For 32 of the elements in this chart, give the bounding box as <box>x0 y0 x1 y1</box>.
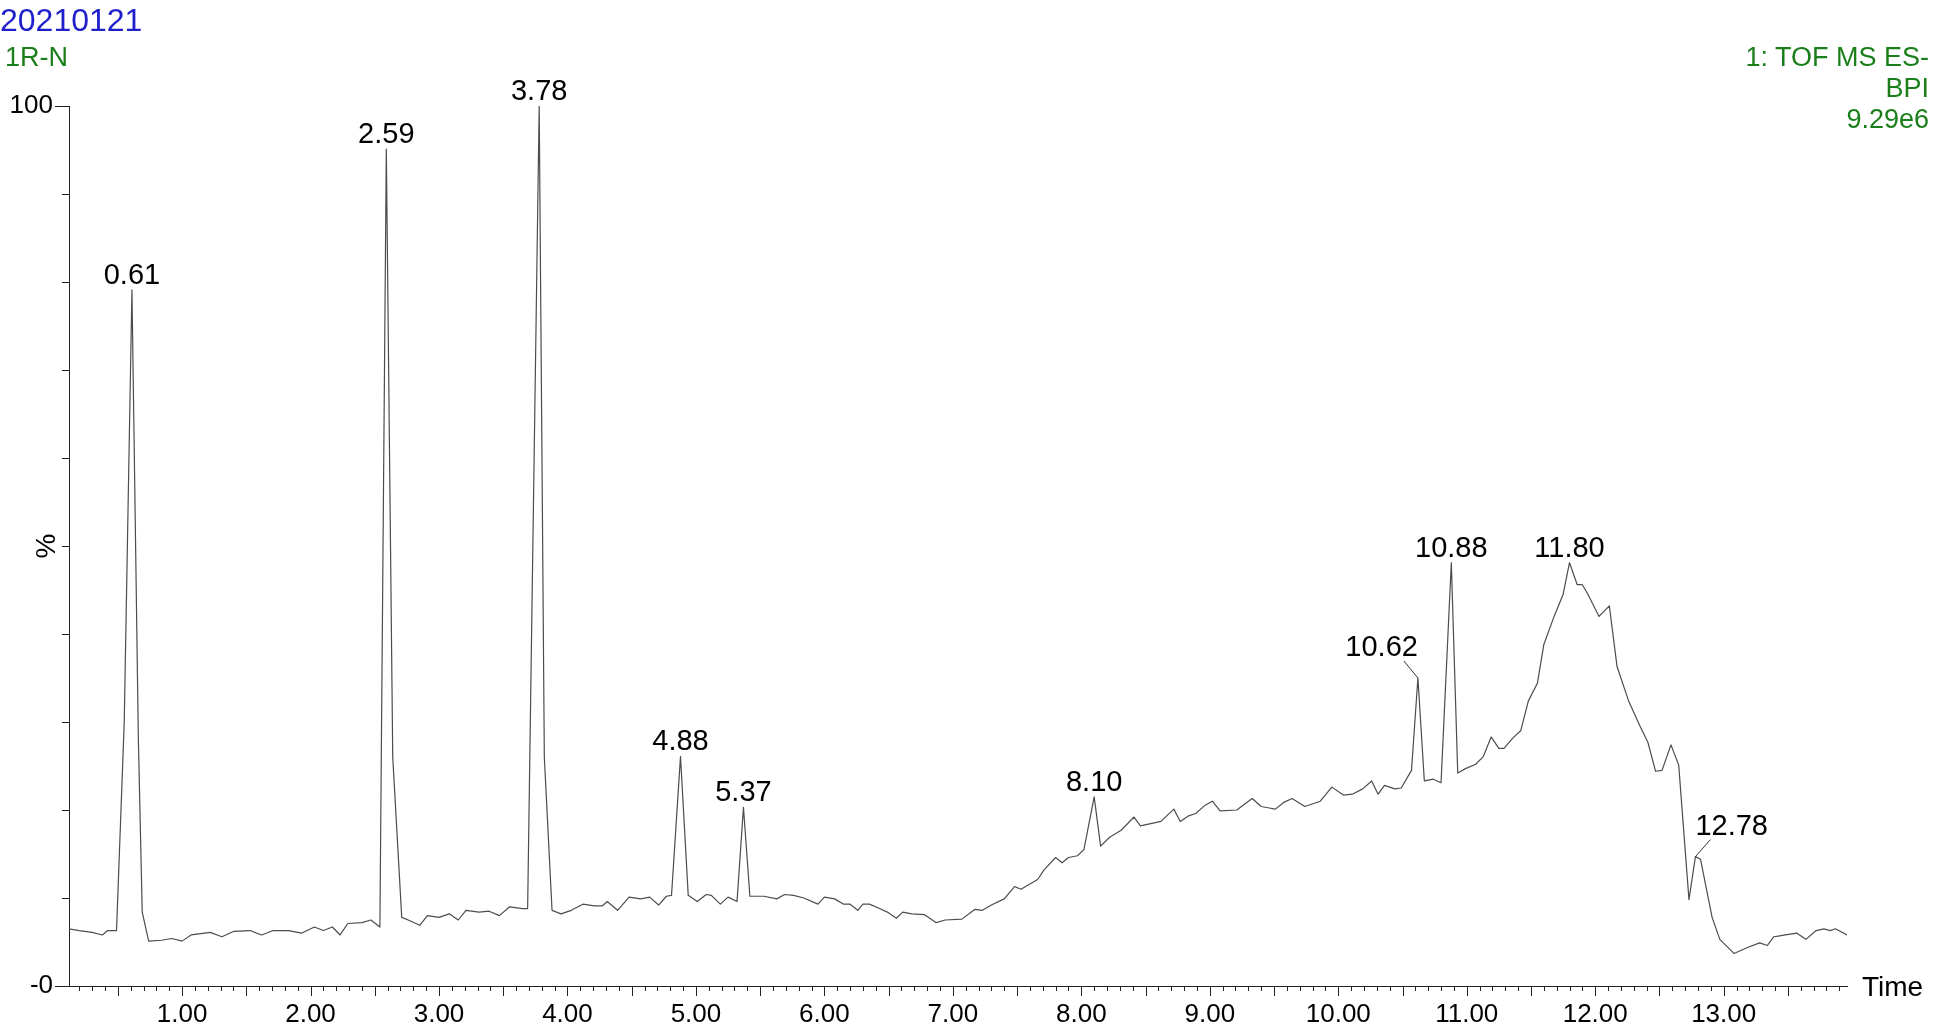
annotation: 10.62 <box>1345 630 1418 662</box>
x-tick-label: 6.00 <box>799 997 850 1028</box>
annotation: 0.61 <box>103 257 161 290</box>
annotation: 3.78 <box>510 74 568 106</box>
chart-subtitle: 1R-N <box>5 42 69 72</box>
chart-title: 20210121 <box>0 2 143 38</box>
annotation: 10.88 <box>1415 530 1488 563</box>
x-tick-label: 8.00 <box>1056 997 1107 1028</box>
y-axis-title: % <box>29 533 61 559</box>
text: 1: TOF MS ES- <box>1745 42 1929 72</box>
annotation: 8.10 <box>1065 764 1123 797</box>
annotation: 11.80 <box>1534 530 1605 563</box>
x-tick-label: 12.00 <box>1562 997 1628 1028</box>
x-tick-label: 7.00 <box>927 997 979 1028</box>
x-tick-label: 2.00 <box>285 997 336 1028</box>
x-tick-label: 5.00 <box>670 997 722 1028</box>
annotation: 2.59 <box>358 117 415 150</box>
text: BPI <box>1885 73 1929 103</box>
x-tick-label: 11.00 <box>1435 997 1499 1028</box>
annotation: 5.37 <box>715 775 772 808</box>
annotation: 12.78 <box>1695 808 1768 841</box>
annotation: 4.88 <box>652 724 709 757</box>
y-tick-label: 100 <box>9 89 53 120</box>
x-axis-title: Time <box>1862 971 1924 1002</box>
x-tick-label: 10.00 <box>1305 997 1371 1028</box>
x-tick-label: 1.00 <box>156 997 208 1028</box>
x-tick-label: 4.00 <box>542 997 593 1028</box>
x-tick-label: 13.00 <box>1691 997 1757 1028</box>
annotation: 9.29e6 <box>1846 104 1929 134</box>
y-tick-label: -0 <box>29 969 53 1000</box>
x-tick-label: 3.00 <box>413 997 465 1028</box>
x-tick-label: 9.00 <box>1184 997 1236 1028</box>
